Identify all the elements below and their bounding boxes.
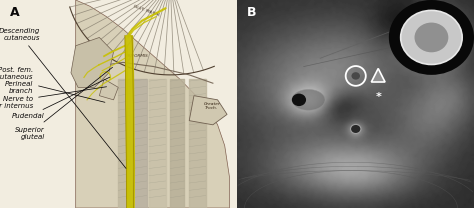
Text: Pudendal: Pudendal	[12, 77, 110, 119]
Text: *: *	[375, 92, 381, 102]
Text: Descending
cutaneous: Descending cutaneous	[0, 28, 126, 168]
Text: GLUT. MAXIM.: GLUT. MAXIM.	[133, 4, 161, 17]
Text: A: A	[9, 6, 19, 19]
Circle shape	[351, 124, 361, 134]
Ellipse shape	[292, 89, 325, 110]
Polygon shape	[100, 79, 118, 100]
Polygon shape	[371, 68, 385, 82]
Circle shape	[292, 94, 306, 106]
Text: Post. fem.
cutaneous
Perineal
branch: Post. fem. cutaneous Perineal branch	[0, 67, 105, 102]
Polygon shape	[76, 0, 229, 208]
Circle shape	[352, 72, 360, 80]
Text: PIRIFORMIS: PIRIFORMIS	[125, 54, 149, 58]
Circle shape	[389, 0, 474, 75]
Text: Nerve to
obturator internus: Nerve to obturator internus	[0, 87, 107, 109]
Circle shape	[415, 22, 448, 52]
Polygon shape	[189, 96, 227, 125]
Polygon shape	[71, 37, 114, 87]
Text: Greater
Troch.: Greater Troch.	[203, 102, 220, 110]
Text: Superior
gluteal: Superior gluteal	[15, 67, 112, 140]
Circle shape	[401, 10, 462, 64]
Text: B: B	[247, 6, 256, 19]
